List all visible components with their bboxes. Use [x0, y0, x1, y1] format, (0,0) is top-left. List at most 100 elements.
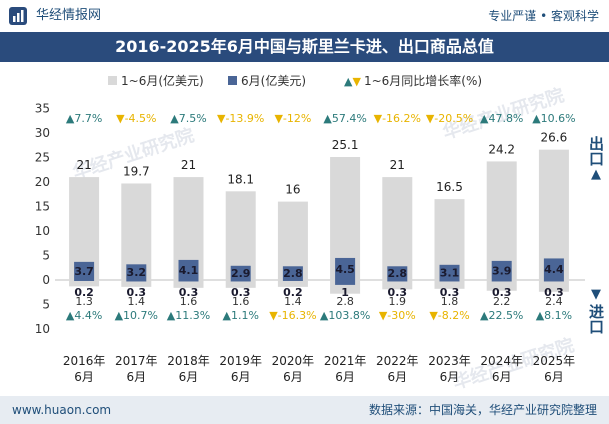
import-month-label: 0.3	[492, 286, 512, 299]
x-tick-label-year: 2016年	[63, 354, 106, 368]
brand-name: 华经情报网	[36, 8, 102, 23]
import-growth-label: ▲1.1%	[222, 309, 258, 322]
x-tick-label-year: 2019年	[219, 354, 262, 368]
export-growth-label: ▲7.5%	[170, 112, 206, 125]
import-growth-label: ▲4.4%	[66, 309, 102, 322]
export-growth-label: ▲7.7%	[66, 112, 102, 125]
y-tick-label: 10	[35, 322, 50, 336]
import-month-label: 0.3	[388, 286, 408, 299]
x-tick-label-year: 2018年	[167, 354, 210, 368]
export-cumulative-label: 25.1	[332, 138, 359, 152]
import-cumulative-label: 2.4	[545, 295, 563, 308]
legend-growth-label: 1~6月同比增长率(%)	[363, 74, 483, 88]
x-tick-label-year: 2023年	[428, 354, 471, 368]
x-tick-label-month: 6月	[492, 370, 512, 384]
y-tick-label: 0	[42, 273, 50, 287]
y-tick-label: 5	[42, 249, 50, 263]
import-cumulative-bar	[382, 280, 413, 290]
x-tick-label-year: 2017年	[115, 354, 158, 368]
y-tick-label: 25	[35, 151, 50, 165]
x-tick-label-month: 6月	[74, 370, 94, 384]
data-source: 数据来源：中国海关，华经产业研究院整理	[368, 403, 597, 417]
legend-month-swatch	[228, 76, 237, 85]
export-month-label: 3.9	[492, 264, 512, 277]
x-tick-label-month: 6月	[231, 370, 251, 384]
x-tick-label-month: 6月	[179, 370, 199, 384]
export-side-label: 出口 ▲	[587, 136, 605, 184]
export-month-label: 4.4	[544, 263, 564, 276]
triangle-down-icon: ▼	[352, 75, 361, 88]
export-growth-label: ▼-12%	[274, 112, 311, 125]
x-tick-label-year: 2022年	[376, 354, 419, 368]
x-tick-label-month: 6月	[335, 370, 355, 384]
export-cumulative-label: 21	[390, 158, 405, 172]
website-link[interactable]: www.huaon.com	[12, 403, 112, 417]
import-triangle-icon: ▼	[591, 287, 601, 302]
legend-month: 6月(亿美元)	[228, 72, 306, 90]
export-cumulative-label: 24.2	[488, 142, 515, 156]
import-growth-label: ▼-16.3%	[269, 309, 316, 322]
import-month-bar	[335, 280, 356, 285]
import-cumulative-bar	[121, 280, 152, 287]
export-growth-label: ▼-4.5%	[116, 112, 156, 125]
x-tick-label-month: 6月	[440, 370, 460, 384]
export-cumulative-label: 16.5	[436, 180, 463, 194]
import-cumulative-bar	[69, 280, 100, 287]
export-cumulative-bar	[382, 177, 413, 280]
export-month-label: 4.5	[335, 263, 355, 276]
import-month-label: 0.2	[283, 286, 303, 299]
legend-cumulative-label: 1~6月(亿美元)	[121, 74, 204, 88]
export-cumulative-bar	[486, 161, 517, 280]
export-triangle-icon: ▲	[591, 167, 601, 182]
import-month-label: 0.3	[440, 286, 460, 299]
y-tick-label: 30	[35, 126, 50, 140]
x-tick-label-month: 6月	[283, 370, 303, 384]
export-cumulative-bar	[121, 183, 152, 280]
export-month-label: 3.7	[74, 265, 94, 278]
slogan: 专业严谨 • 客观科学	[488, 9, 599, 23]
export-month-bar	[126, 264, 147, 280]
export-cumulative-label: 21	[76, 158, 91, 172]
import-month-bar	[543, 280, 564, 282]
import-month-label: 0.3	[544, 286, 564, 299]
export-cumulative-label: 26.6	[541, 131, 568, 145]
import-cumulative-bar	[225, 280, 256, 288]
export-growth-label: ▼-20.5%	[426, 112, 473, 125]
export-month-label: 3.1	[440, 266, 460, 279]
import-cumulative-bar	[173, 280, 204, 288]
x-tick-label-month: 6月	[126, 370, 146, 384]
import-cumulative-label: 1.4	[284, 295, 302, 308]
export-month-label: 4.1	[179, 264, 199, 277]
import-cumulative-label: 1.3	[75, 295, 93, 308]
export-cumulative-label: 19.7	[123, 164, 150, 178]
import-month-bar	[491, 280, 512, 282]
legend-cumulative-swatch	[108, 76, 117, 85]
y-tick-label: 20	[35, 175, 50, 189]
export-month-label: 3.2	[127, 266, 147, 279]
export-growth-label: ▲10.6%	[532, 112, 575, 125]
legend-growth: ▲▼ 1~6月同比增长率(%)	[344, 72, 482, 91]
import-cumulative-label: 1.9	[389, 295, 407, 308]
top-bar: 华经情报网 专业严谨 • 客观科学	[0, 0, 609, 32]
import-cumulative-bar	[538, 280, 569, 292]
import-growth-label: ▲11.3%	[167, 309, 210, 322]
footer-bar: www.huaon.com 数据来源：中国海关，华经产业研究院整理	[0, 396, 609, 424]
legend-cumulative: 1~6月(亿美元)	[108, 72, 204, 90]
export-month-bar	[335, 257, 356, 280]
import-cumulative-label: 1.8	[441, 295, 459, 308]
chart-title: 2016-2025年6月中国与斯里兰卡进、出口商品总值	[115, 37, 494, 56]
import-cumulative-label: 2.8	[336, 295, 354, 308]
y-tick-label: 15	[35, 200, 50, 214]
import-month-bar	[74, 280, 95, 281]
title-bar: 2016-2025年6月中国与斯里兰卡进、出口商品总值	[0, 32, 609, 62]
y-tick-label: 10	[35, 224, 50, 238]
export-cumulative-label: 21	[181, 158, 196, 172]
export-month-bar	[387, 266, 408, 280]
import-cumulative-label: 2.2	[493, 295, 511, 308]
import-cumulative-label: 1.6	[232, 295, 250, 308]
x-tick-label-year: 2025年	[533, 354, 576, 368]
import-month-bar	[282, 280, 303, 281]
export-cumulative-label: 18.1	[227, 172, 254, 186]
import-month-label: 0.3	[179, 286, 199, 299]
export-month-bar	[74, 261, 95, 280]
